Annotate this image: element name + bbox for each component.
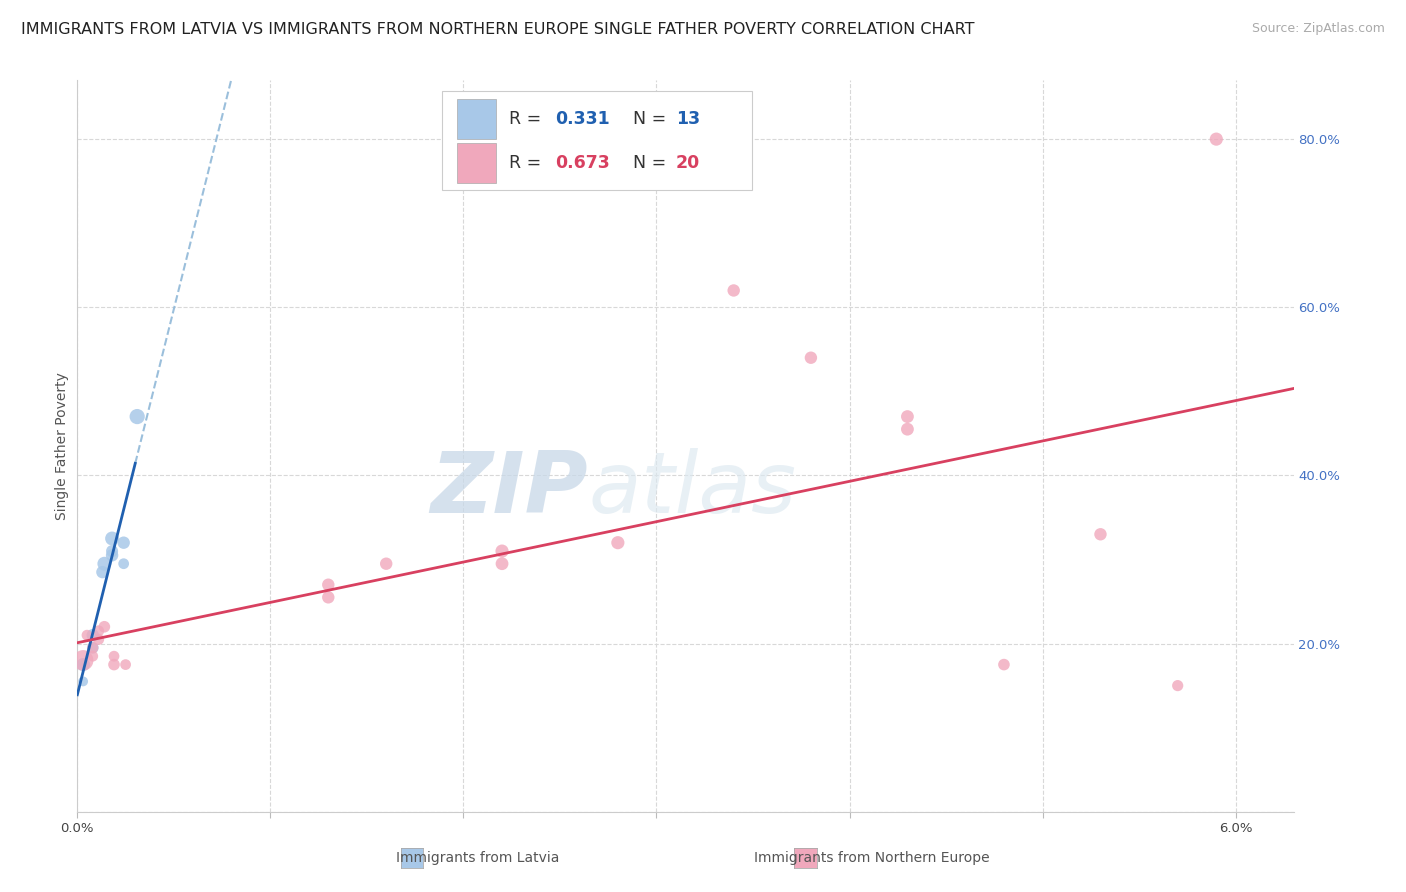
Point [112,535,135,549]
FancyBboxPatch shape [457,143,496,183]
Point [82,640,104,655]
Point [491,544,513,558]
Point [76,628,98,642]
Point [72,653,94,667]
Text: IMMIGRANTS FROM LATVIA VS IMMIGRANTS FROM NORTHERN EUROPE SINGLE FATHER POVERTY : IMMIGRANTS FROM LATVIA VS IMMIGRANTS FRO… [21,22,974,37]
Point [72,657,94,672]
Point [723,284,745,298]
Point [101,532,124,546]
Text: Immigrants from Latvia: Immigrants from Latvia [396,851,560,865]
Point [112,557,135,571]
Text: Immigrants from Northern Europe: Immigrants from Northern Europe [754,851,990,865]
Point [103,657,125,672]
Point [87,632,110,647]
Point [93,557,115,571]
Point [896,422,918,436]
Point [101,544,124,558]
Point [491,557,513,571]
Point [82,640,104,655]
Text: N =: N = [623,110,672,128]
Text: atlas: atlas [588,449,796,532]
Text: 0.331: 0.331 [555,110,610,128]
Point [114,657,136,672]
Point [82,649,104,664]
Point [82,628,104,642]
Point [316,591,339,605]
Point [1205,132,1227,146]
Point [993,657,1015,672]
Point [72,674,94,689]
FancyBboxPatch shape [441,91,752,190]
Text: N =: N = [623,154,672,172]
Point [800,351,823,365]
Point [375,557,398,571]
FancyBboxPatch shape [457,99,496,139]
Point [91,565,114,579]
Text: ZIP: ZIP [430,449,588,532]
Text: 0.673: 0.673 [555,154,610,172]
Y-axis label: Single Father Poverty: Single Father Poverty [55,372,69,520]
Point [316,578,339,592]
Point [87,624,110,638]
Text: R =: R = [509,154,547,172]
Text: Source: ZipAtlas.com: Source: ZipAtlas.com [1251,22,1385,36]
Point [101,549,124,563]
Text: 20: 20 [676,154,700,172]
Point [606,535,628,549]
Text: R =: R = [509,110,547,128]
Point [103,649,125,664]
Point [127,409,149,424]
Point [1090,527,1112,541]
Point [1167,679,1189,693]
Text: 13: 13 [676,110,700,128]
Point [896,409,918,424]
Point [73,657,96,672]
Point [93,620,115,634]
